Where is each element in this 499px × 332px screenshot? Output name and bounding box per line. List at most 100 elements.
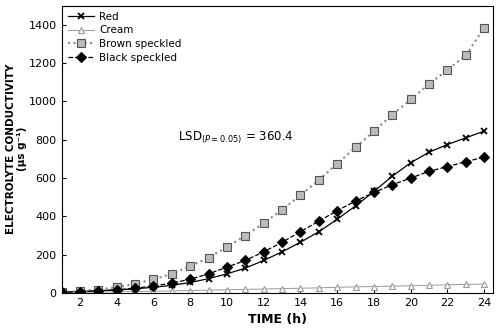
Black speckled bbox=[353, 199, 359, 203]
Cream bbox=[334, 285, 340, 289]
Cream bbox=[279, 287, 285, 290]
Red bbox=[463, 136, 469, 140]
Brown speckled bbox=[150, 277, 156, 281]
Cream bbox=[243, 288, 249, 291]
Cream bbox=[169, 289, 175, 293]
Brown speckled bbox=[389, 113, 395, 117]
Red bbox=[187, 281, 193, 285]
Cream bbox=[408, 284, 414, 288]
Red bbox=[95, 289, 101, 293]
Cream bbox=[316, 286, 322, 290]
Red bbox=[150, 285, 156, 289]
Cream bbox=[150, 289, 156, 293]
Black speckled bbox=[114, 288, 120, 292]
Cream bbox=[426, 284, 432, 288]
Line: Red: Red bbox=[58, 128, 488, 295]
Brown speckled bbox=[132, 282, 138, 286]
Black speckled bbox=[389, 183, 395, 187]
Black speckled bbox=[187, 277, 193, 281]
Line: Cream: Cream bbox=[58, 281, 488, 296]
Cream bbox=[389, 284, 395, 288]
Red bbox=[353, 204, 359, 208]
Brown speckled bbox=[279, 208, 285, 212]
Brown speckled bbox=[481, 26, 487, 30]
Red bbox=[445, 142, 451, 146]
Brown speckled bbox=[297, 193, 303, 197]
Red bbox=[169, 284, 175, 288]
Brown speckled bbox=[334, 162, 340, 166]
Red bbox=[77, 290, 83, 293]
Black speckled bbox=[169, 281, 175, 285]
Black speckled bbox=[224, 265, 230, 269]
Brown speckled bbox=[426, 82, 432, 86]
Brown speckled bbox=[77, 289, 83, 293]
Black speckled bbox=[206, 272, 212, 276]
Brown speckled bbox=[169, 272, 175, 276]
Black speckled bbox=[95, 289, 101, 293]
Black speckled bbox=[371, 191, 377, 195]
Black speckled bbox=[150, 284, 156, 288]
Red bbox=[279, 250, 285, 254]
Red bbox=[243, 266, 249, 270]
Cream bbox=[206, 288, 212, 292]
Red bbox=[481, 129, 487, 133]
Red bbox=[426, 150, 432, 154]
Red bbox=[224, 272, 230, 276]
Brown speckled bbox=[187, 264, 193, 268]
Cream bbox=[371, 285, 377, 289]
Brown speckled bbox=[463, 53, 469, 57]
Cream bbox=[224, 288, 230, 292]
Cream bbox=[481, 282, 487, 286]
Red bbox=[260, 258, 266, 262]
Brown speckled bbox=[58, 290, 64, 294]
Black speckled bbox=[279, 240, 285, 244]
Black speckled bbox=[334, 208, 340, 212]
Cream bbox=[260, 287, 266, 291]
Text: LSD$_{(P=0.05)}$ = 360.4: LSD$_{(P=0.05)}$ = 360.4 bbox=[178, 129, 294, 146]
Black speckled bbox=[297, 230, 303, 234]
Brown speckled bbox=[260, 221, 266, 225]
Brown speckled bbox=[445, 68, 451, 72]
Brown speckled bbox=[371, 129, 377, 133]
Red bbox=[206, 277, 212, 281]
Black speckled bbox=[481, 155, 487, 159]
Brown speckled bbox=[95, 288, 101, 291]
X-axis label: TIME (h): TIME (h) bbox=[248, 313, 307, 326]
Line: Brown speckled: Brown speckled bbox=[57, 24, 489, 296]
Brown speckled bbox=[224, 245, 230, 249]
Brown speckled bbox=[243, 233, 249, 237]
Cream bbox=[58, 290, 64, 294]
Black speckled bbox=[426, 169, 432, 173]
Red bbox=[408, 161, 414, 165]
Red bbox=[132, 287, 138, 291]
Brown speckled bbox=[353, 145, 359, 149]
Black speckled bbox=[77, 290, 83, 294]
Brown speckled bbox=[316, 178, 322, 182]
Cream bbox=[114, 290, 120, 294]
Black speckled bbox=[58, 290, 64, 294]
Brown speckled bbox=[408, 98, 414, 102]
Red bbox=[58, 290, 64, 294]
Black speckled bbox=[132, 286, 138, 290]
Cream bbox=[463, 283, 469, 287]
Red bbox=[334, 217, 340, 221]
Cream bbox=[445, 283, 451, 287]
Cream bbox=[95, 290, 101, 294]
Black speckled bbox=[445, 165, 451, 169]
Red bbox=[297, 240, 303, 244]
Black speckled bbox=[243, 258, 249, 262]
Line: Black speckled: Black speckled bbox=[58, 153, 488, 296]
Black speckled bbox=[408, 176, 414, 180]
Cream bbox=[132, 290, 138, 293]
Black speckled bbox=[260, 250, 266, 254]
Black speckled bbox=[316, 219, 322, 223]
Brown speckled bbox=[114, 285, 120, 289]
Cream bbox=[187, 289, 193, 292]
Red bbox=[371, 190, 377, 194]
Red bbox=[316, 230, 322, 234]
Black speckled bbox=[463, 160, 469, 164]
Brown speckled bbox=[206, 256, 212, 260]
Red bbox=[389, 174, 395, 178]
Cream bbox=[77, 290, 83, 294]
Cream bbox=[297, 286, 303, 290]
